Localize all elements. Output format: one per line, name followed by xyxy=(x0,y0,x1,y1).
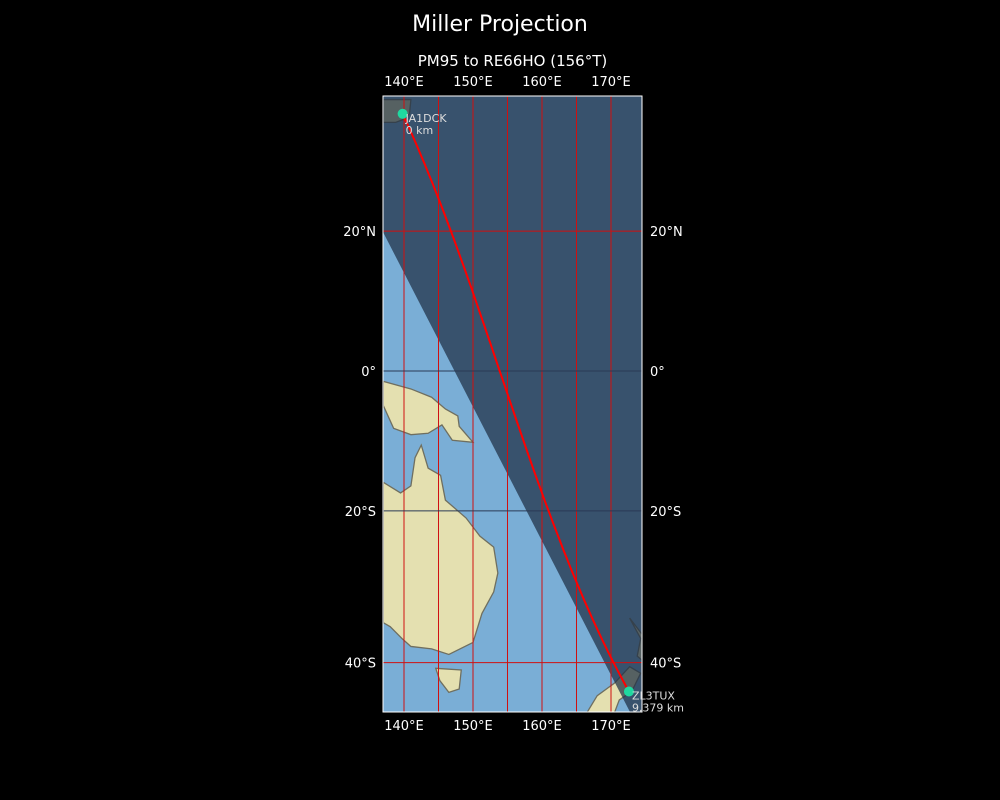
land-australia xyxy=(383,443,499,656)
station-distance: 0 km xyxy=(406,124,434,137)
great-circle-path xyxy=(401,113,630,692)
station-call: ZL3TUX xyxy=(632,690,675,703)
stations-layer xyxy=(397,108,634,697)
land-layer xyxy=(383,98,642,712)
lat-tick-right: 0° xyxy=(650,365,665,380)
lat-tick-left: 20°S xyxy=(345,505,376,520)
land-tasmania xyxy=(434,667,462,694)
lat-tick-left: 40°S xyxy=(345,657,376,672)
lon-tick-bottom: 170°E xyxy=(591,719,631,734)
map-subtitle: PM95 to RE66HO (156°T) xyxy=(417,52,608,70)
station-marker[interactable] xyxy=(397,108,408,119)
lat-tick-right: 20°N xyxy=(650,225,683,240)
lon-tick-top: 140°E xyxy=(384,75,424,90)
lat-tick-right: 40°S xyxy=(650,657,681,672)
graticule xyxy=(383,96,642,712)
lon-tick-top: 150°E xyxy=(453,75,493,90)
station-distance: 9,379 km xyxy=(632,702,684,715)
map-frame xyxy=(382,95,643,713)
lon-tick-bottom: 140°E xyxy=(384,719,424,734)
station-call: JA1DCK xyxy=(405,112,448,125)
land-new-guinea xyxy=(383,380,475,444)
tick-labels: 140°E 140°E 150°E 150°E 160°E 160°E 170°E 170°E… xyxy=(343,75,683,734)
figure-title: Miller Projection xyxy=(412,12,588,37)
lat-tick-right: 20°S xyxy=(650,505,681,520)
lon-tick-top: 170°E xyxy=(591,75,631,90)
lon-tick-bottom: 150°E xyxy=(453,719,493,734)
lat-tick-left: 20°N xyxy=(343,225,376,240)
station-marker[interactable] xyxy=(623,686,634,697)
lon-tick-bottom: 160°E xyxy=(522,719,562,734)
lon-tick-top: 160°E xyxy=(522,75,562,90)
night-shading xyxy=(383,96,642,712)
lat-tick-left: 0° xyxy=(361,365,376,380)
